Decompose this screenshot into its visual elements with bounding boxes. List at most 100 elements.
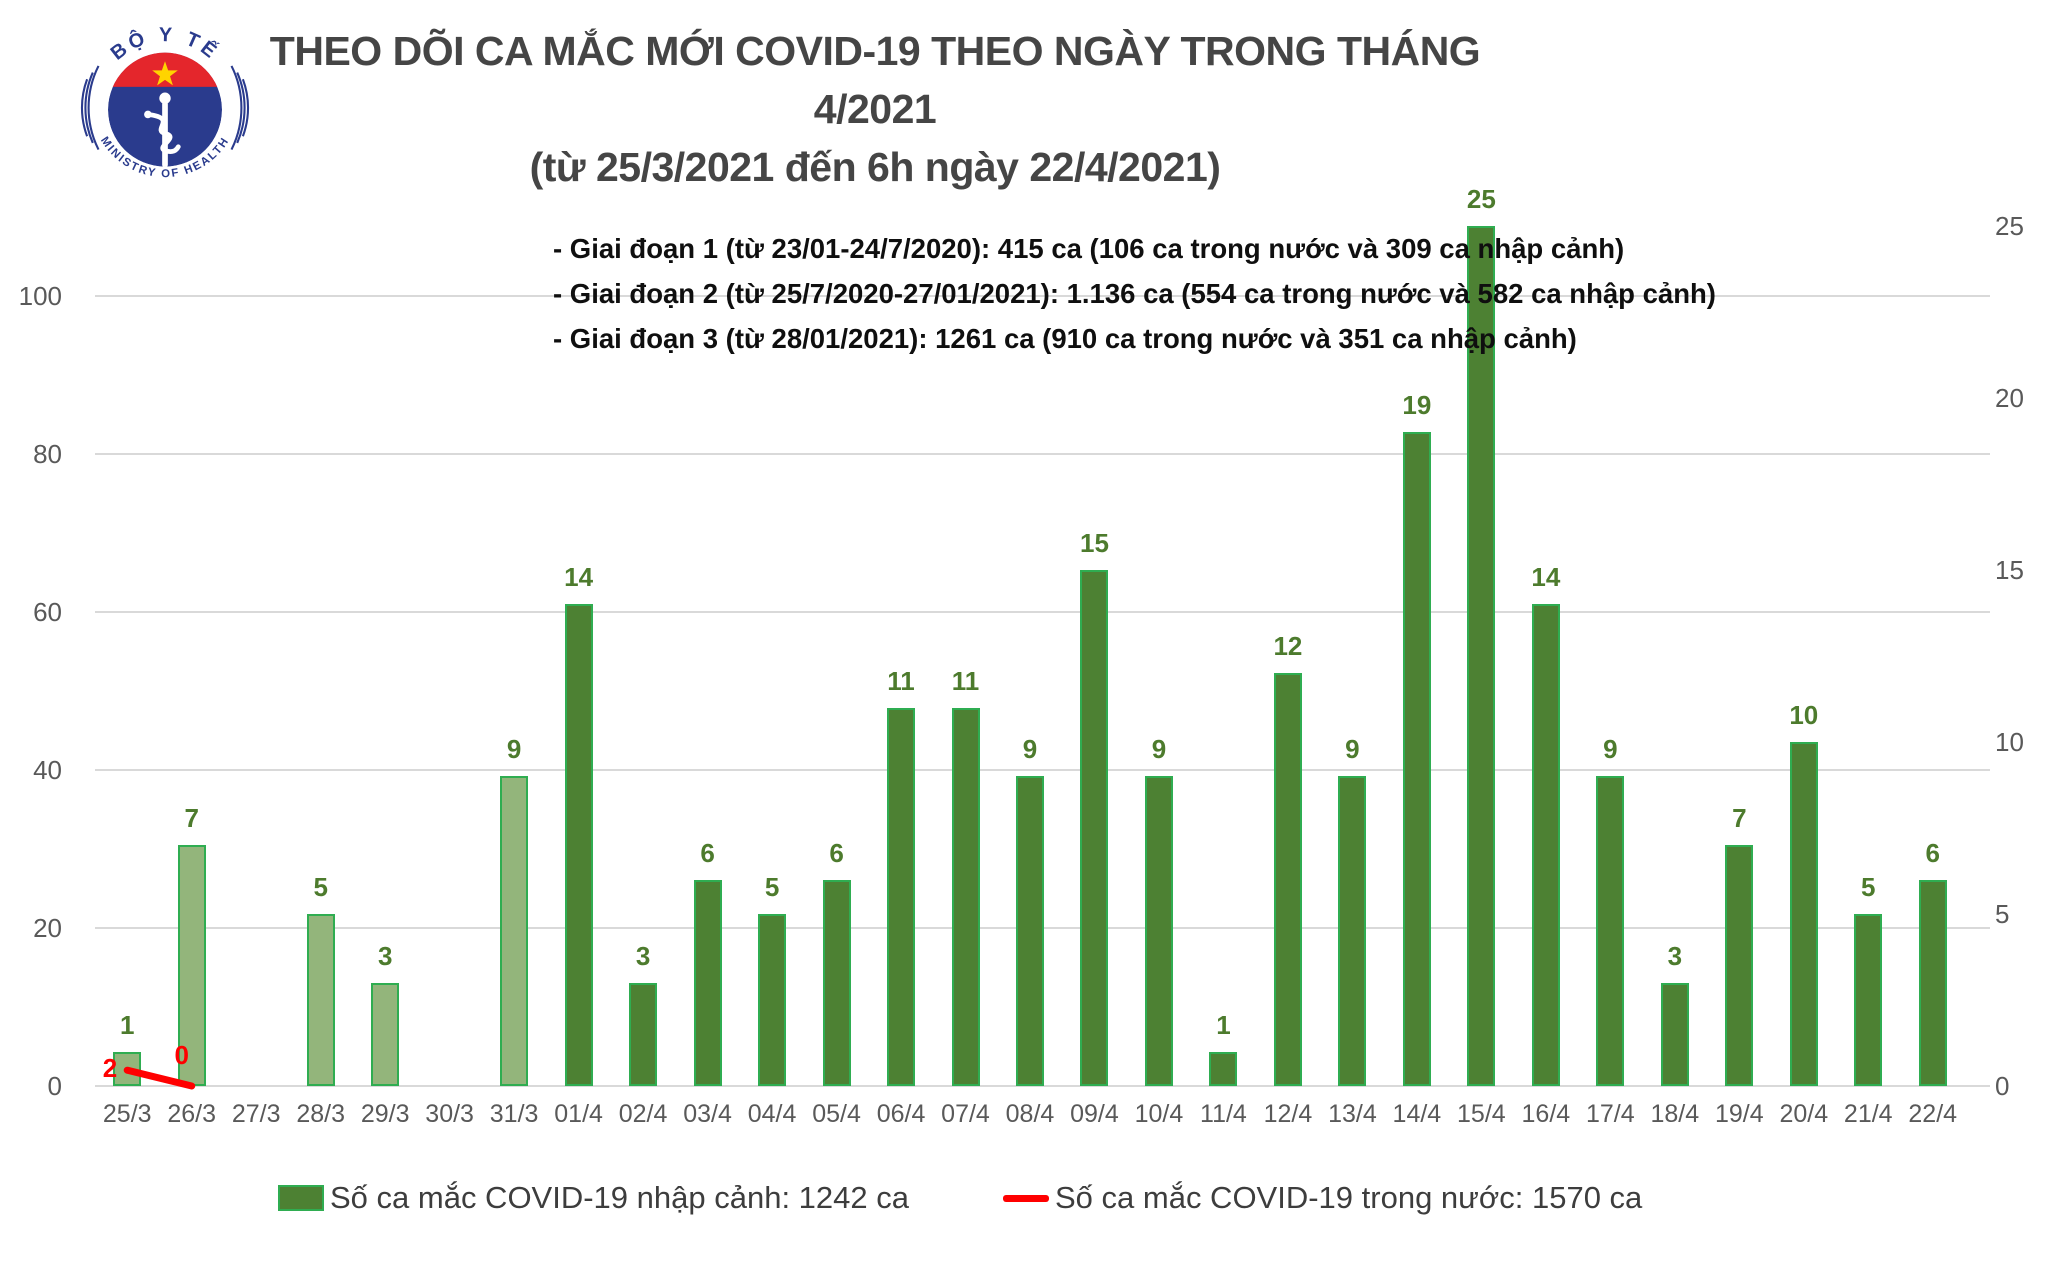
bar-value-label: 7: [184, 803, 199, 834]
left-axis-tick-label: 40: [33, 755, 62, 785]
bar: [758, 914, 787, 1086]
bar-value-label: 10: [1789, 700, 1819, 730]
bar-value-label: 6: [700, 837, 715, 868]
date-label: 25/3: [102, 1100, 152, 1128]
ministry-of-health-logo: BỘ Y TẾ MINISTRY OF HEALTH: [80, 24, 250, 180]
date-label: 03/4: [683, 1100, 732, 1128]
phase-2-annotation: - Giai đoạn 2 (từ 25/7/2020-27/01/2021):…: [553, 278, 1716, 309]
chart-title-line2: (từ 25/3/2021 đến 6h ngày 22/4/2021): [529, 144, 1221, 190]
date-label: 18/4: [1650, 1100, 1700, 1128]
legend-line-swatch: [1003, 1194, 1049, 1202]
bar-value-label: 9: [506, 734, 522, 765]
bar-value-label: 5: [764, 872, 780, 902]
date-label: 13/4: [1328, 1100, 1377, 1128]
bar-value-label: 7: [1732, 803, 1747, 834]
bar-value-label: 1: [1216, 1009, 1231, 1040]
bar: [1660, 982, 1689, 1086]
left-axis-tick-label: 100: [18, 281, 62, 311]
date-label: 11/4: [1200, 1100, 1247, 1128]
date-label: 19/4: [1714, 1100, 1764, 1128]
legend-domestic-label: Số ca mắc COVID-19 trong nước: 1570 ca: [1055, 1180, 1643, 1215]
date-label: 26/3: [167, 1100, 217, 1128]
bar: [306, 914, 335, 1086]
bar-value-label: 6: [1925, 837, 1940, 868]
right-axis-tick-label: 0: [1995, 1071, 2010, 1101]
right-axis-tick-label: 5: [1995, 899, 2010, 929]
bar-value-label: 12: [1273, 631, 1303, 662]
bar-value-label: 3: [377, 940, 393, 971]
left-axis-tick-label: 0: [47, 1071, 62, 1101]
bar-value-label: 15: [1080, 528, 1109, 558]
bar-value-label: 3: [1667, 940, 1683, 971]
bar: [1467, 226, 1496, 1086]
date-label: 08/4: [1005, 1100, 1055, 1128]
date-label: 14/4: [1392, 1100, 1442, 1128]
bar-value-label: 9: [1345, 734, 1360, 765]
date-label: 10/4: [1134, 1100, 1184, 1128]
bar: [951, 707, 980, 1086]
bar: [1080, 570, 1109, 1086]
bar-value-label: 14: [564, 562, 594, 593]
date-label: 07/4: [941, 1100, 990, 1128]
bar: [1273, 673, 1302, 1086]
line-value-label: 0: [174, 1040, 189, 1070]
date-label: 16/4: [1521, 1100, 1571, 1128]
bar-value-label: 19: [1402, 390, 1432, 421]
logo-rod-and-snake-icon: [144, 92, 181, 167]
chart-title-line1: THEO DÕI CA MẮC MỚI COVID-19 THEO NGÀY T…: [269, 28, 1481, 132]
date-label: 20/4: [1779, 1100, 1829, 1128]
logo-decorative-arcs: [80, 65, 250, 151]
bar: [1016, 776, 1044, 1086]
legend-imported-label: Số ca mắc COVID-19 nhập cảnh: 1242 ca: [330, 1180, 909, 1215]
date-label: 12/4: [1263, 1100, 1313, 1128]
x-axis-line: [95, 1085, 1990, 1087]
bar: [371, 982, 400, 1086]
bar: [113, 1051, 142, 1086]
date-label: 17/4: [1586, 1100, 1635, 1128]
gridline: [95, 611, 1990, 613]
bar: [1209, 1051, 1238, 1086]
date-label: 06/4: [876, 1100, 926, 1128]
right-axis-tick-label: 25: [1995, 211, 2024, 241]
bar: [693, 879, 722, 1086]
gridline: [95, 453, 1990, 455]
bar-value-label: 3: [635, 940, 651, 971]
chart-title: THEO DÕI CA MẮC MỚI COVID-19 THEO NGÀY T…: [250, 22, 1500, 196]
bar: [1789, 742, 1818, 1086]
bar: [629, 982, 658, 1086]
date-label: 02/4: [618, 1100, 668, 1128]
right-axis-tick-label: 15: [1995, 555, 2024, 585]
date-label: 28/3: [296, 1100, 346, 1128]
bar-value-label: 5: [313, 872, 328, 902]
gridline: [95, 769, 1990, 771]
bar-value-label: 6: [829, 837, 844, 868]
date-label: 04/4: [747, 1100, 797, 1128]
bar: [1144, 776, 1173, 1086]
bar: [1402, 432, 1431, 1086]
right-axis-tick-label: 10: [1995, 727, 2024, 757]
bar: [822, 879, 851, 1086]
date-label: 15/4: [1457, 1100, 1506, 1128]
date-label: 30/3: [425, 1100, 474, 1128]
date-label: 29/3: [360, 1100, 410, 1128]
bar: [1854, 914, 1883, 1086]
legend-item-domestic: Số ca mắc COVID-19 trong nước: 1570 ca: [1003, 1180, 1642, 1216]
gridline: [95, 295, 1990, 297]
date-label: 31/3: [489, 1100, 539, 1128]
bar-value-label: 14: [1531, 562, 1561, 593]
date-label: 21/4: [1843, 1100, 1893, 1128]
bar: [564, 604, 593, 1086]
bar: [1918, 879, 1947, 1086]
logo-star-icon: [152, 61, 178, 86]
bar-value-label: 11: [951, 665, 980, 696]
bar-value-label: 9: [1603, 734, 1618, 765]
phase-annotations: - Giai đoạn 1 (từ 23/01-24/7/2020): 415 …: [553, 226, 1716, 361]
bar-value-label: 1: [120, 1009, 135, 1040]
bar: [1531, 604, 1560, 1086]
date-label: 05/4: [812, 1100, 861, 1128]
phase-1-annotation: - Giai đoạn 1 (từ 23/01-24/7/2020): 415 …: [553, 233, 1625, 264]
date-label: 09/4: [1070, 1100, 1119, 1128]
left-axis-tick-label: 80: [33, 439, 62, 469]
left-axis-tick-label: 20: [33, 913, 62, 943]
